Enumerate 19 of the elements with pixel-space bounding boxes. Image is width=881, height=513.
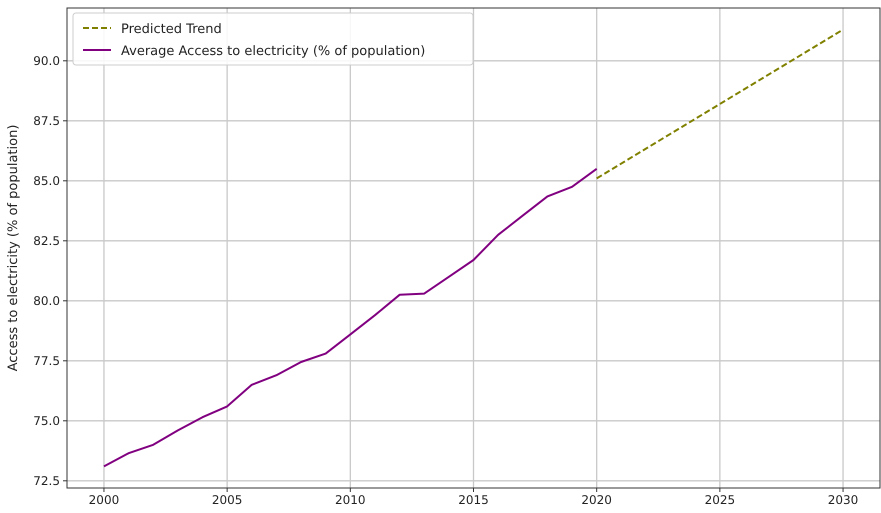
x-tick-label: 2005 xyxy=(212,493,242,507)
y-tick-label: 82.5 xyxy=(33,234,60,248)
x-tick-label: 2000 xyxy=(88,493,120,507)
x-tick-label: 2010 xyxy=(335,493,366,507)
x-tick-label: 2030 xyxy=(828,493,858,507)
y-tick-label: 77.5 xyxy=(33,354,60,368)
x-tick-label: 2020 xyxy=(581,493,612,507)
x-tick-label: 2015 xyxy=(458,493,489,507)
legend-label: Predicted Trend xyxy=(121,22,222,37)
y-tick-label: 75.0 xyxy=(33,414,60,428)
y-tick-label: 87.5 xyxy=(33,114,60,128)
y-axis-title: Access to electricity (% of population) xyxy=(6,124,21,372)
x-tick-label: 2025 xyxy=(704,493,736,507)
line-series xyxy=(102,168,598,468)
y-tick-label: 85.0 xyxy=(33,174,60,188)
y-tick-label: 90.0 xyxy=(33,54,60,68)
y-tick-label: 80.0 xyxy=(33,294,60,308)
y-tick-label: 72.5 xyxy=(33,474,60,488)
legend-label: Average Access to electricity (% of population) xyxy=(121,44,426,59)
